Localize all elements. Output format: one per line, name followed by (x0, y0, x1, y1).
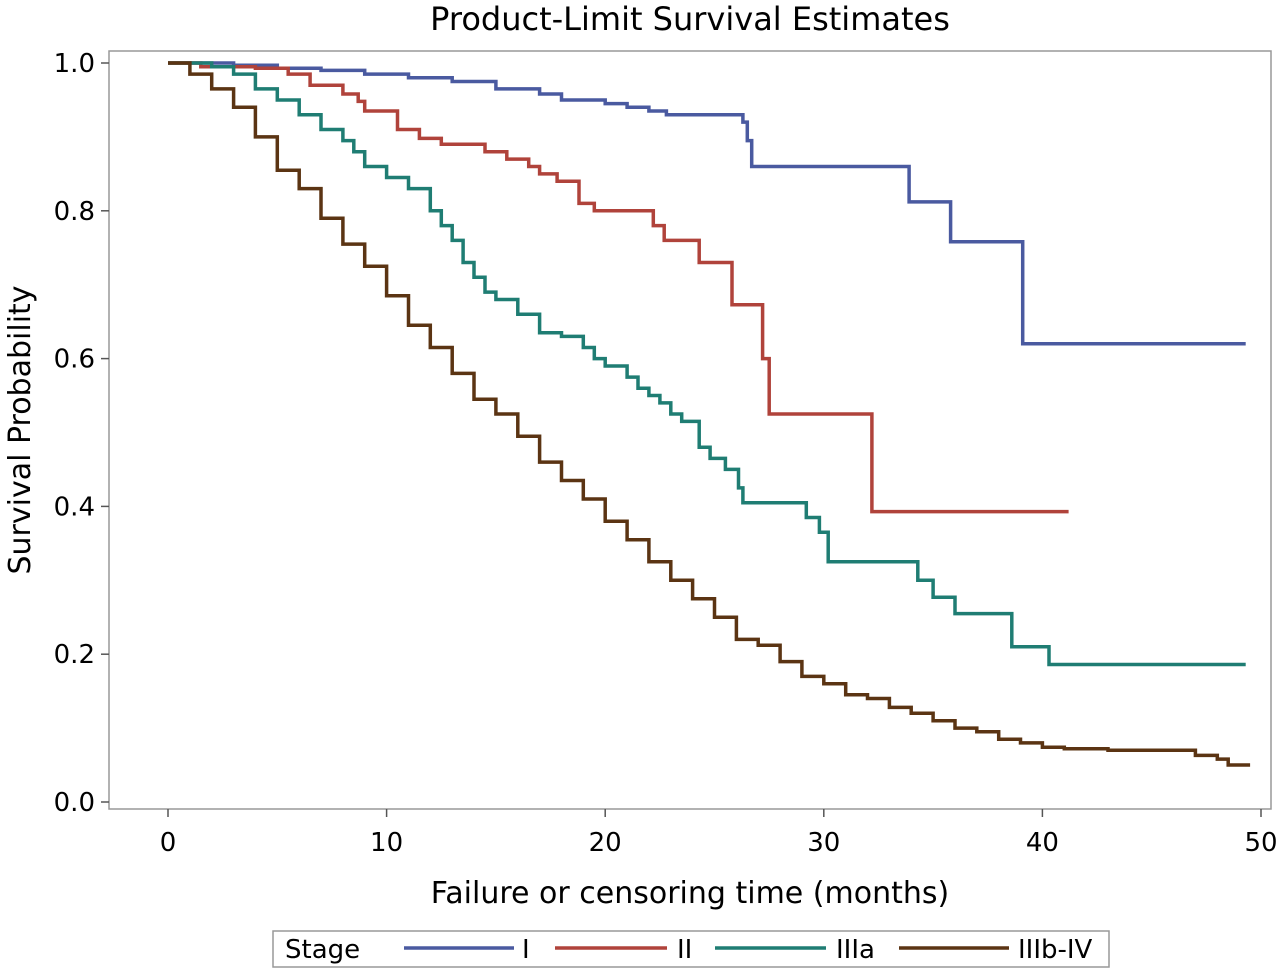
legend-label-i: I (522, 935, 530, 965)
series-line-i (168, 61, 1246, 346)
x-tick-label: 0 (160, 828, 177, 858)
legend-label-ii: II (677, 935, 692, 965)
y-tick-label: 1.0 (54, 49, 95, 79)
plot-frame (108, 50, 1272, 810)
legend: Stage I II IIIa IIIb-IV (272, 930, 1110, 968)
legend-title: Stage (285, 935, 360, 965)
x-tick-label: 20 (589, 828, 622, 858)
y-tick-label: 0.2 (54, 640, 95, 670)
series-line-ii (168, 61, 1069, 514)
y-tick-label: 0.8 (54, 197, 95, 227)
chart-title: Product-Limit Survival Estimates (430, 0, 950, 38)
x-tick-label: 10 (370, 828, 403, 858)
series-layer (168, 61, 1251, 767)
legend-items: I II IIIa IIIb-IV (404, 935, 1093, 965)
x-tick-label: 50 (1244, 828, 1277, 858)
series-line-iiib-iv (168, 61, 1251, 767)
y-tick-label: 0.0 (54, 788, 95, 818)
legend-label-iiia: IIIa (836, 935, 875, 965)
y-axis-label: Survival Probability (3, 285, 38, 574)
legend-label-iiib-iv: IIIb-IV (1018, 935, 1093, 965)
x-axis: 0 10 20 30 40 50 (160, 809, 1278, 858)
series-line-iiia (168, 61, 1246, 667)
y-tick-label: 0.4 (54, 492, 95, 522)
y-tick-label: 0.6 (54, 345, 95, 375)
x-tick-label: 30 (807, 828, 840, 858)
x-tick-label: 40 (1026, 828, 1059, 858)
x-axis-label: Failure or censoring time (months) (431, 876, 949, 911)
y-axis: 0.0 0.2 0.4 0.6 0.8 1.0 (54, 49, 109, 818)
